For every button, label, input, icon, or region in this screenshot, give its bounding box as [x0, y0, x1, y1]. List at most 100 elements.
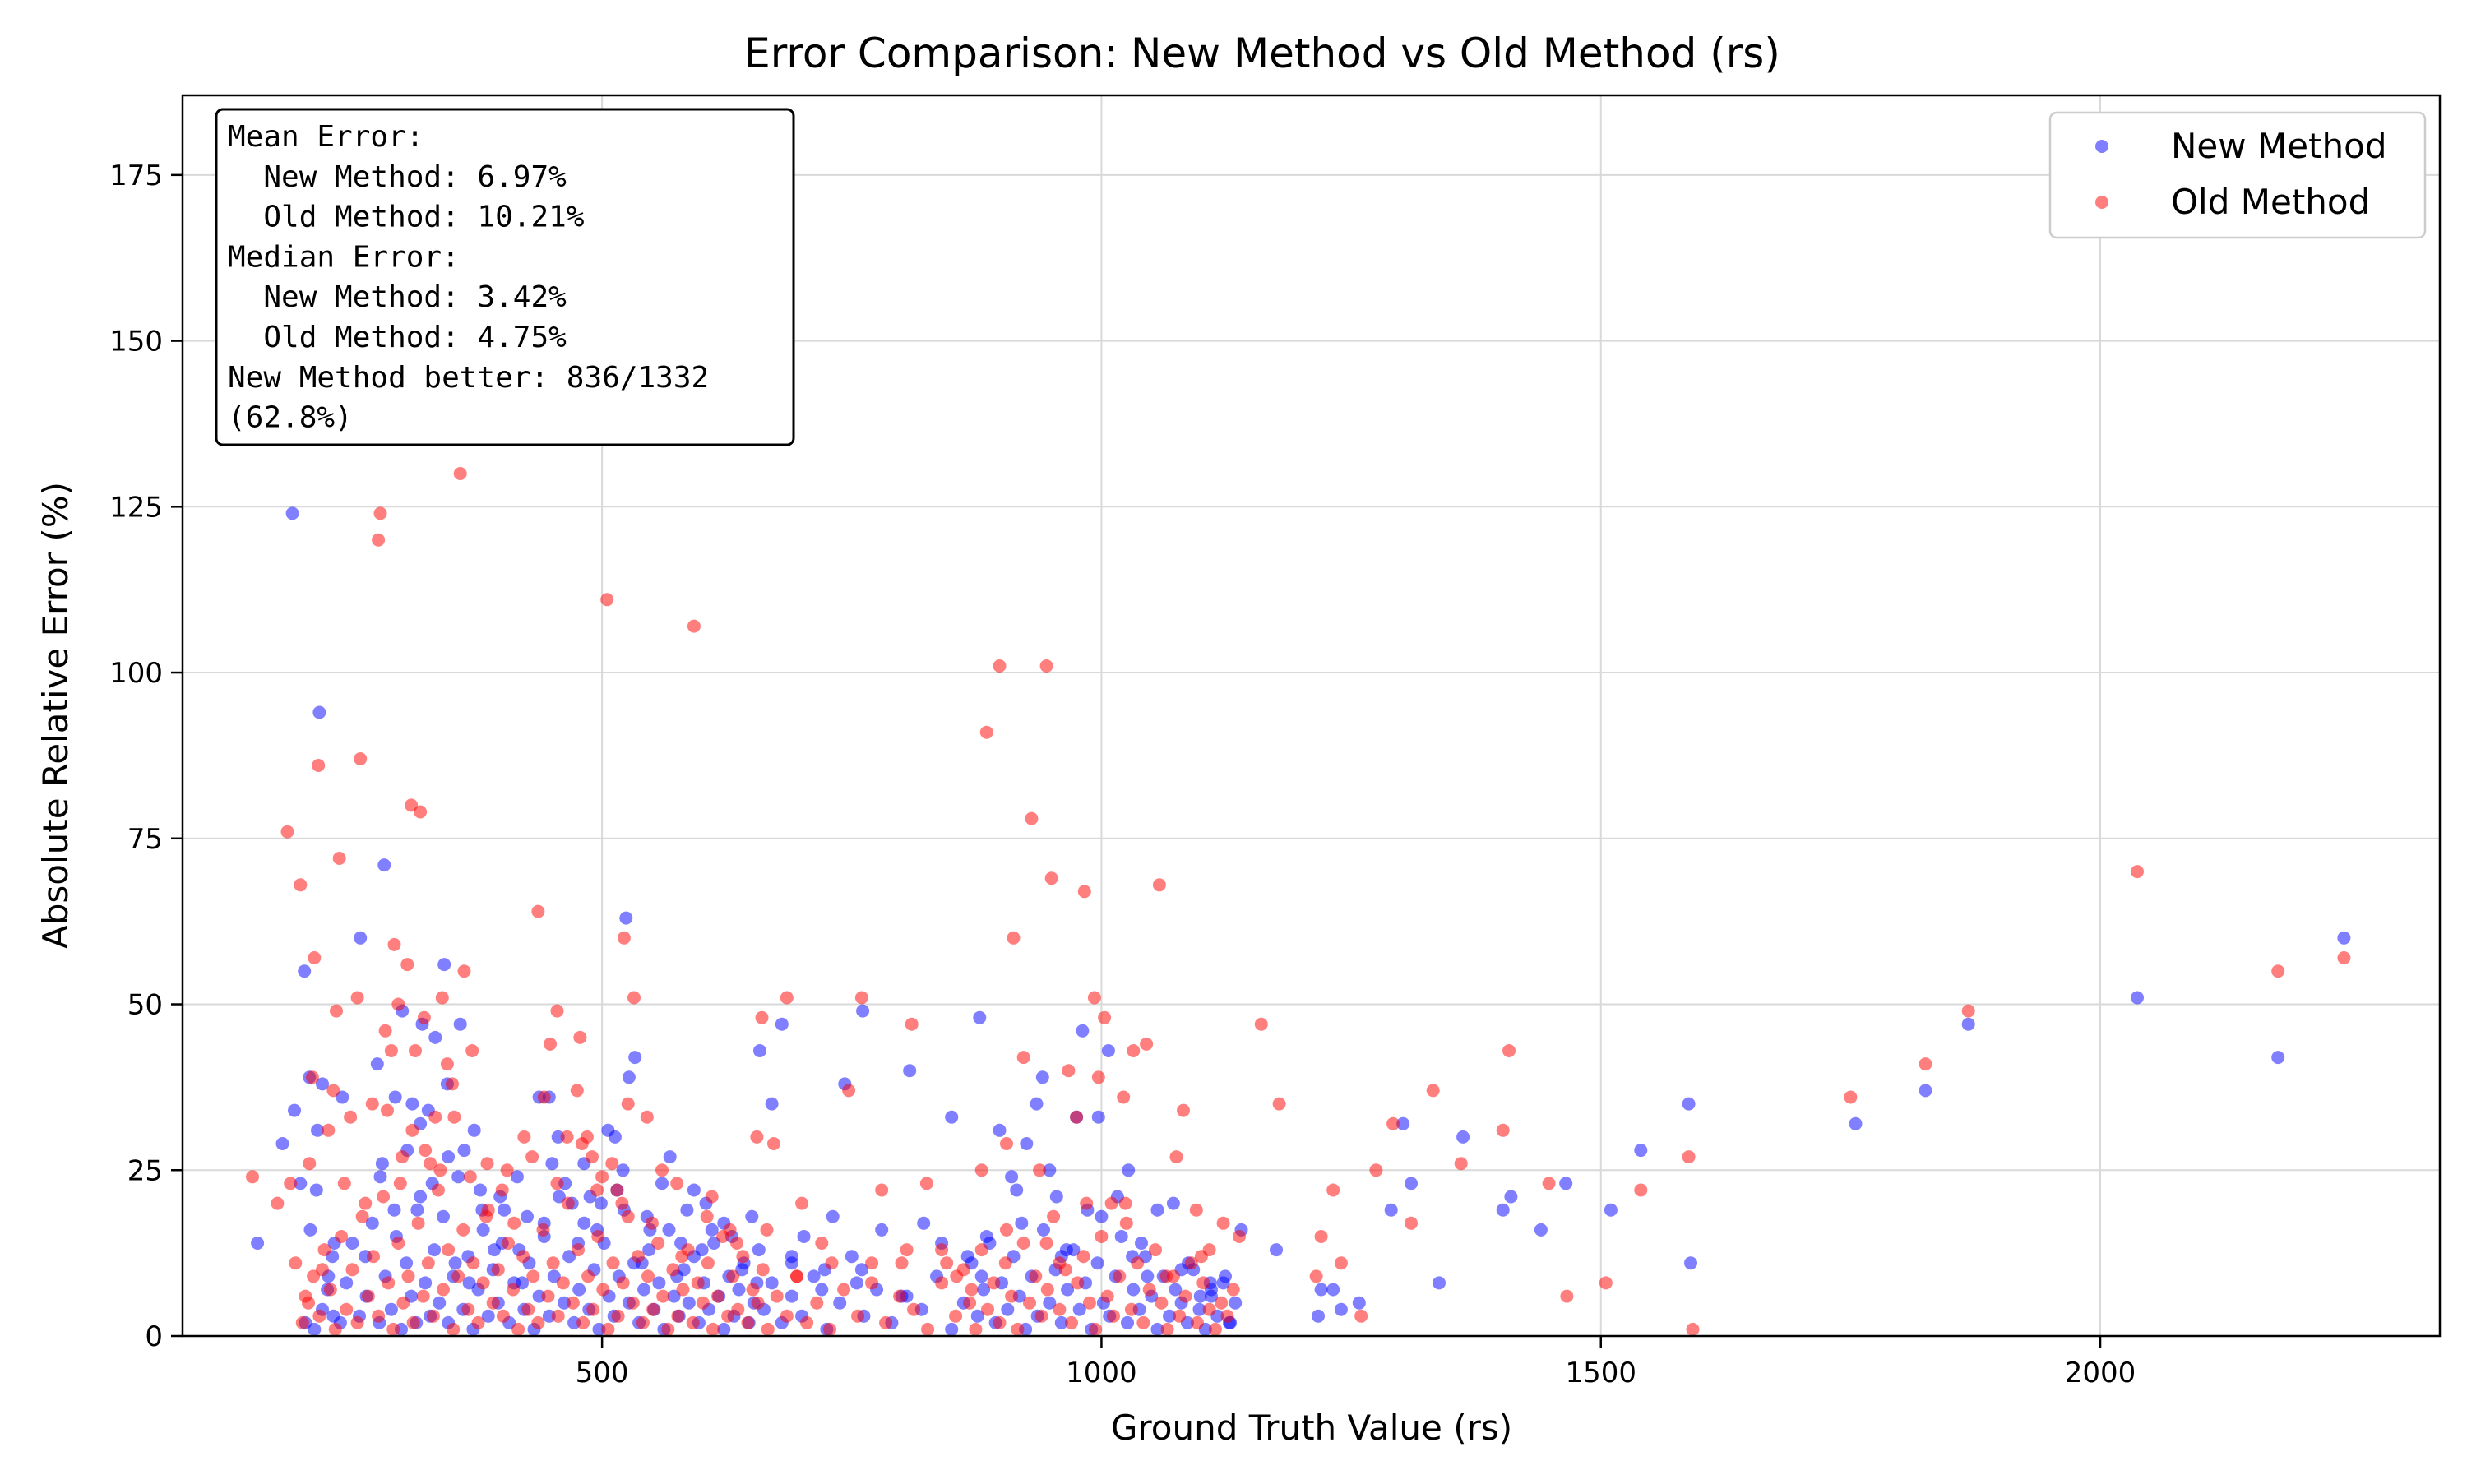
point-old-method	[345, 1263, 359, 1277]
point-old-method	[750, 1130, 764, 1144]
point-new-method	[1961, 1017, 1975, 1031]
point-old-method	[780, 991, 794, 1005]
y-tick-label: 100	[109, 657, 163, 690]
point-new-method	[1061, 1283, 1075, 1297]
point-old-method	[921, 1322, 935, 1336]
point-old-method	[905, 1017, 919, 1031]
point-old-method	[661, 1322, 675, 1336]
point-old-method	[447, 1322, 461, 1336]
point-old-method	[956, 1263, 970, 1277]
point-old-method	[586, 1302, 600, 1316]
point-new-method	[275, 1137, 289, 1150]
point-old-method	[823, 1322, 837, 1336]
point-new-method	[903, 1064, 917, 1078]
y-tick-label: 175	[109, 159, 163, 192]
point-old-method	[393, 1177, 407, 1190]
point-old-method	[480, 1157, 494, 1171]
point-old-method	[700, 1209, 714, 1223]
point-old-method	[1039, 659, 1053, 673]
point-old-method	[726, 1269, 740, 1283]
point-new-method	[1114, 1230, 1128, 1243]
point-old-method	[1177, 1103, 1190, 1117]
grid	[183, 95, 2440, 1337]
point-old-method	[556, 1276, 570, 1290]
point-new-method	[375, 1157, 389, 1171]
point-old-method	[626, 1296, 640, 1310]
point-old-method	[641, 1269, 655, 1283]
point-old-method	[544, 1037, 557, 1051]
point-old-method	[471, 1315, 485, 1329]
point-old-method	[760, 1223, 774, 1237]
point-new-method	[695, 1243, 709, 1257]
point-new-method	[521, 1209, 534, 1223]
point-new-method	[1216, 1276, 1230, 1290]
point-old-method	[312, 1309, 326, 1323]
x-tick-label: 1500	[1565, 1357, 1636, 1389]
point-old-method	[405, 798, 419, 812]
point-old-method	[377, 1190, 391, 1204]
point-old-method	[405, 1123, 419, 1137]
point-old-method	[1220, 1309, 1234, 1323]
point-old-method	[705, 1190, 719, 1204]
point-new-method	[753, 1044, 766, 1057]
point-old-method	[1040, 1283, 1054, 1297]
point-new-method	[1312, 1309, 1325, 1323]
point-old-method	[1005, 1289, 1019, 1303]
point-new-method	[608, 1130, 622, 1144]
point-old-method	[815, 1237, 829, 1250]
point-new-method	[854, 1263, 868, 1277]
point-new-method	[1405, 1177, 1418, 1190]
point-old-method	[721, 1309, 735, 1323]
point-new-method	[637, 1283, 651, 1297]
point-old-method	[1919, 1057, 1932, 1071]
point-old-method	[666, 1263, 680, 1277]
point-old-method	[1178, 1289, 1192, 1303]
point-old-method	[1369, 1163, 1383, 1177]
point-old-method	[566, 1296, 580, 1310]
point-new-method	[1001, 1302, 1015, 1316]
point-old-method	[373, 506, 387, 520]
point-new-method	[1559, 1177, 1573, 1190]
point-new-method	[345, 1237, 359, 1250]
point-old-method	[1149, 1243, 1162, 1257]
point-old-method	[1215, 1296, 1229, 1310]
point-new-method	[476, 1223, 490, 1237]
point-old-method	[531, 904, 545, 918]
point-old-method	[332, 852, 346, 865]
point-old-method	[1098, 1010, 1112, 1024]
point-old-method	[546, 1256, 560, 1270]
point-old-method	[500, 1163, 514, 1177]
point-new-method	[433, 1296, 447, 1310]
point-old-method	[317, 1243, 331, 1257]
point-new-method	[1043, 1296, 1057, 1310]
point-old-method	[837, 1283, 851, 1297]
point-old-method	[461, 1302, 475, 1316]
point-old-method	[746, 1283, 760, 1297]
point-new-method	[474, 1183, 487, 1197]
point-old-method	[601, 1322, 615, 1336]
point-old-method	[445, 1077, 459, 1091]
point-new-method	[388, 1090, 402, 1104]
point-new-method	[622, 1070, 636, 1084]
point-old-method	[1844, 1090, 1858, 1104]
point-old-method	[676, 1283, 690, 1297]
point-old-method	[893, 1289, 907, 1303]
point-old-method	[2131, 865, 2144, 879]
point-old-method	[1117, 1090, 1131, 1104]
point-old-method	[1113, 1269, 1127, 1283]
point-old-method	[842, 1084, 856, 1098]
point-old-method	[330, 1004, 343, 1018]
point-old-method	[1118, 1196, 1132, 1210]
plot-frame	[181, 94, 2442, 1338]
point-old-method	[1023, 1296, 1036, 1310]
point-old-method	[600, 593, 614, 607]
point-new-method	[387, 1203, 401, 1217]
point-old-method	[1087, 991, 1101, 1005]
point-old-method	[1136, 1315, 1150, 1329]
point-old-method	[1142, 1283, 1156, 1297]
point-old-method	[1314, 1230, 1328, 1243]
point-old-method	[627, 991, 641, 1005]
point-old-method	[1961, 1004, 1975, 1018]
point-old-method	[354, 752, 368, 765]
point-old-method	[611, 1309, 625, 1323]
